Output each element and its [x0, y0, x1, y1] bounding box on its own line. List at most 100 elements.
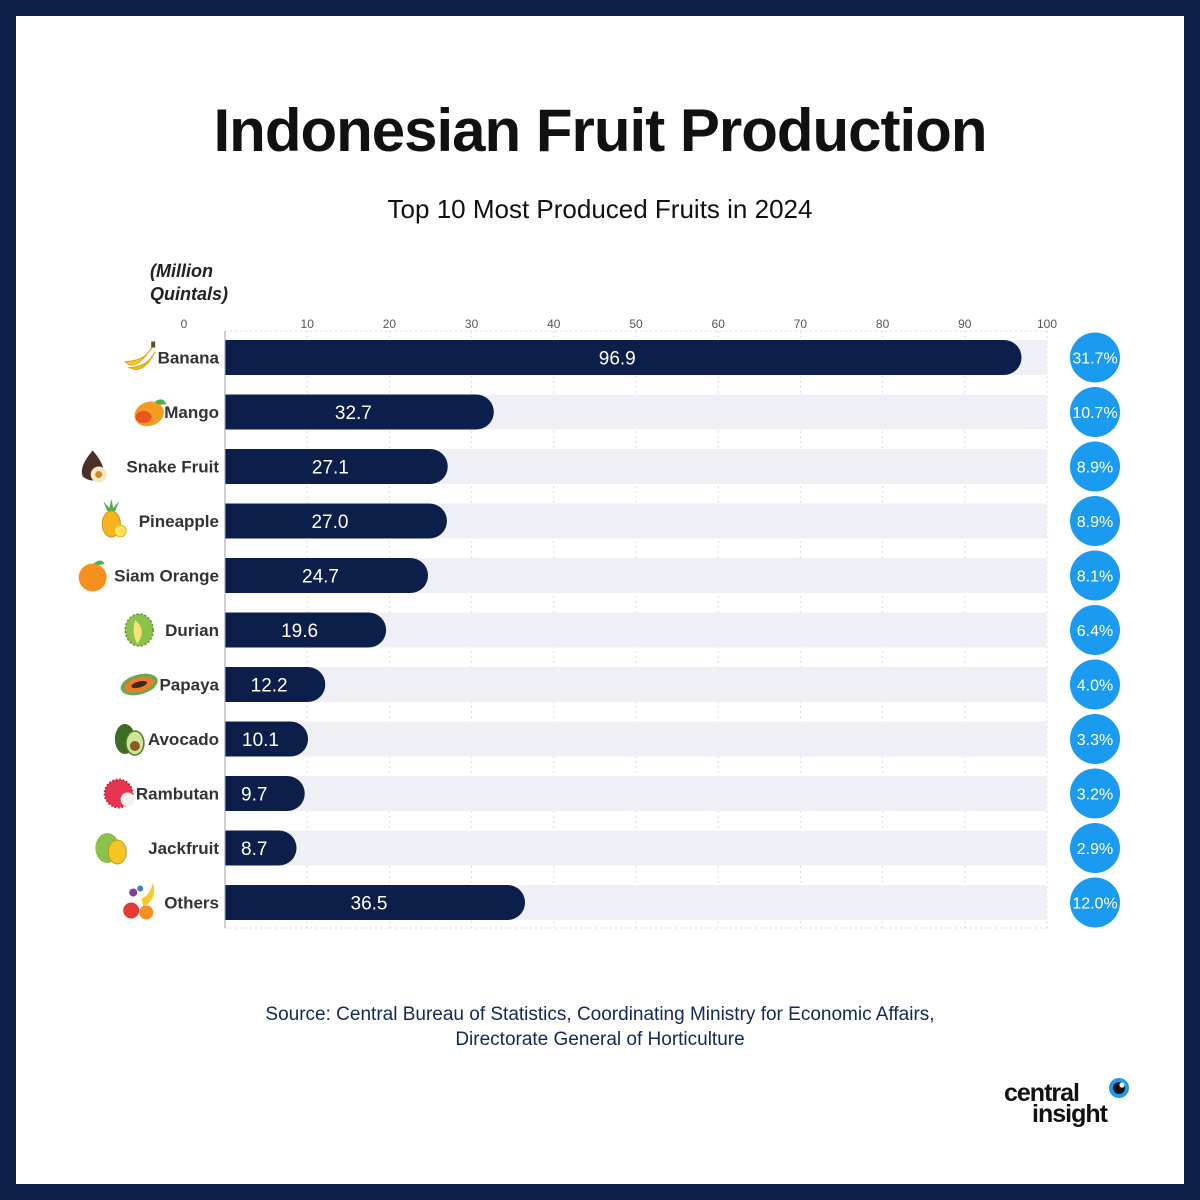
bar-value-label: 96.9: [599, 349, 636, 370]
bar-value-label: 27.1: [312, 458, 349, 479]
share-badge: [1070, 441, 1120, 492]
x-tick-label: 60: [712, 317, 726, 331]
share-badge: [1070, 768, 1120, 819]
category-label: Siam Orange: [114, 567, 219, 586]
share-badge-label: 8.9%: [1077, 514, 1113, 531]
unit-label-line: Quintals): [150, 284, 229, 304]
durian-icon: [124, 613, 154, 647]
x-tick-label: 90: [958, 317, 972, 331]
share-badge-label: 4.0%: [1077, 678, 1113, 695]
unit-label-line: (Million: [150, 261, 213, 281]
category-label: Papaya: [159, 676, 219, 695]
share-badge: [1070, 387, 1120, 437]
x-tick-label: 70: [794, 317, 808, 331]
icon-shape: [129, 741, 140, 751]
share-badge: [1070, 823, 1120, 873]
avocado-icon: [114, 724, 145, 756]
papaya-icon: [120, 673, 158, 696]
bar-value-label: 27.0: [311, 512, 348, 533]
bar: [225, 449, 448, 484]
category-label: Pineapple: [139, 512, 219, 531]
category-label: Snake Fruit: [126, 458, 219, 477]
share-badge: [1070, 714, 1120, 764]
bar-track: [225, 830, 1047, 866]
bar: [225, 830, 297, 866]
share-badge-label: 8.1%: [1077, 569, 1113, 586]
page-title: Indonesian Fruit Production: [213, 97, 988, 164]
source-line: Directorate General of Horticulture: [455, 1029, 745, 1050]
mango-icon: [134, 399, 167, 427]
bar: [225, 776, 305, 811]
category-label: Banana: [158, 349, 220, 368]
rambutan-icon: [103, 778, 135, 809]
brand-logo: central insight: [1004, 1077, 1144, 1133]
bar-track: [225, 667, 1047, 702]
icon-shape: [139, 905, 154, 920]
bar: [225, 885, 526, 920]
bar-track: [225, 721, 1047, 757]
logo-word: insight: [1032, 1100, 1108, 1128]
logo-word: central: [1004, 1079, 1080, 1107]
category-label: Others: [164, 894, 219, 913]
icon-shape: [107, 839, 127, 865]
icon-shape: [95, 471, 103, 478]
icon-shape: [151, 341, 156, 348]
x-tick-label: 40: [547, 317, 561, 331]
bar: [225, 558, 429, 593]
bar: [225, 667, 326, 702]
category-label: Jackfruit: [148, 839, 219, 858]
bar: [225, 612, 387, 648]
snake-fruit-icon: [81, 450, 107, 483]
x-tick-label: 100: [1037, 317, 1057, 331]
icon-shape: [103, 499, 120, 511]
infographic-card: [16, 16, 1184, 1184]
icon-shape: [137, 885, 144, 892]
bar-track: [225, 776, 1047, 811]
share-badge: [1070, 877, 1120, 928]
share-badge: [1070, 550, 1120, 601]
bar-value-label: 8.7: [241, 839, 267, 860]
eye-logo-icon: [1109, 1078, 1129, 1098]
bar-value-label: 10.1: [242, 730, 279, 751]
x-tick-label: 80: [876, 317, 890, 331]
icon-shape: [129, 888, 138, 897]
share-badge: [1070, 332, 1120, 383]
unit-label: (Million Quintals): [150, 260, 228, 306]
icon-shape: [131, 680, 147, 689]
icon-shape: [113, 524, 127, 538]
share-badge-label: 10.7%: [1072, 405, 1117, 422]
jackfruit-icon: [95, 833, 127, 865]
category-label: Rambutan: [136, 785, 219, 804]
share-badge-label: 12.0%: [1072, 896, 1117, 913]
bar: [225, 340, 1022, 375]
share-badge: [1070, 659, 1120, 710]
source-line: Source: Central Bureau of Statistics, Co…: [265, 1004, 935, 1025]
icon-shape: [123, 902, 140, 919]
share-badge: [1070, 605, 1120, 655]
bar-value-label: 19.6: [281, 621, 318, 642]
share-badge-label: 2.9%: [1077, 841, 1113, 858]
bar-value-label: 12.2: [251, 676, 288, 697]
share-badge-label: 3.3%: [1077, 732, 1113, 749]
icon-shape: [78, 563, 107, 592]
icon-shape: [127, 351, 156, 370]
icon-shape: [141, 882, 155, 907]
category-label: Durian: [165, 621, 219, 640]
icon-shape: [135, 411, 152, 423]
category-label: Mango: [164, 403, 219, 422]
share-badge-label: 31.7%: [1072, 351, 1117, 368]
share-badge-label: 6.4%: [1077, 623, 1113, 640]
icon-shape: [93, 560, 105, 565]
bar-value-label: 24.7: [302, 567, 339, 588]
x-tick-label: 0: [181, 317, 188, 331]
page-subtitle: Top 10 Most Produced Fruits in 2024: [387, 194, 813, 224]
bar-value-label: 32.7: [335, 403, 372, 424]
share-badge: [1070, 496, 1120, 546]
icon-shape: [120, 792, 135, 807]
icon-shape: [133, 620, 142, 644]
pineapple-icon: [101, 499, 127, 538]
mixed-fruit-icon: [123, 882, 155, 920]
bar: [225, 721, 309, 757]
x-tick-label: 30: [465, 317, 479, 331]
